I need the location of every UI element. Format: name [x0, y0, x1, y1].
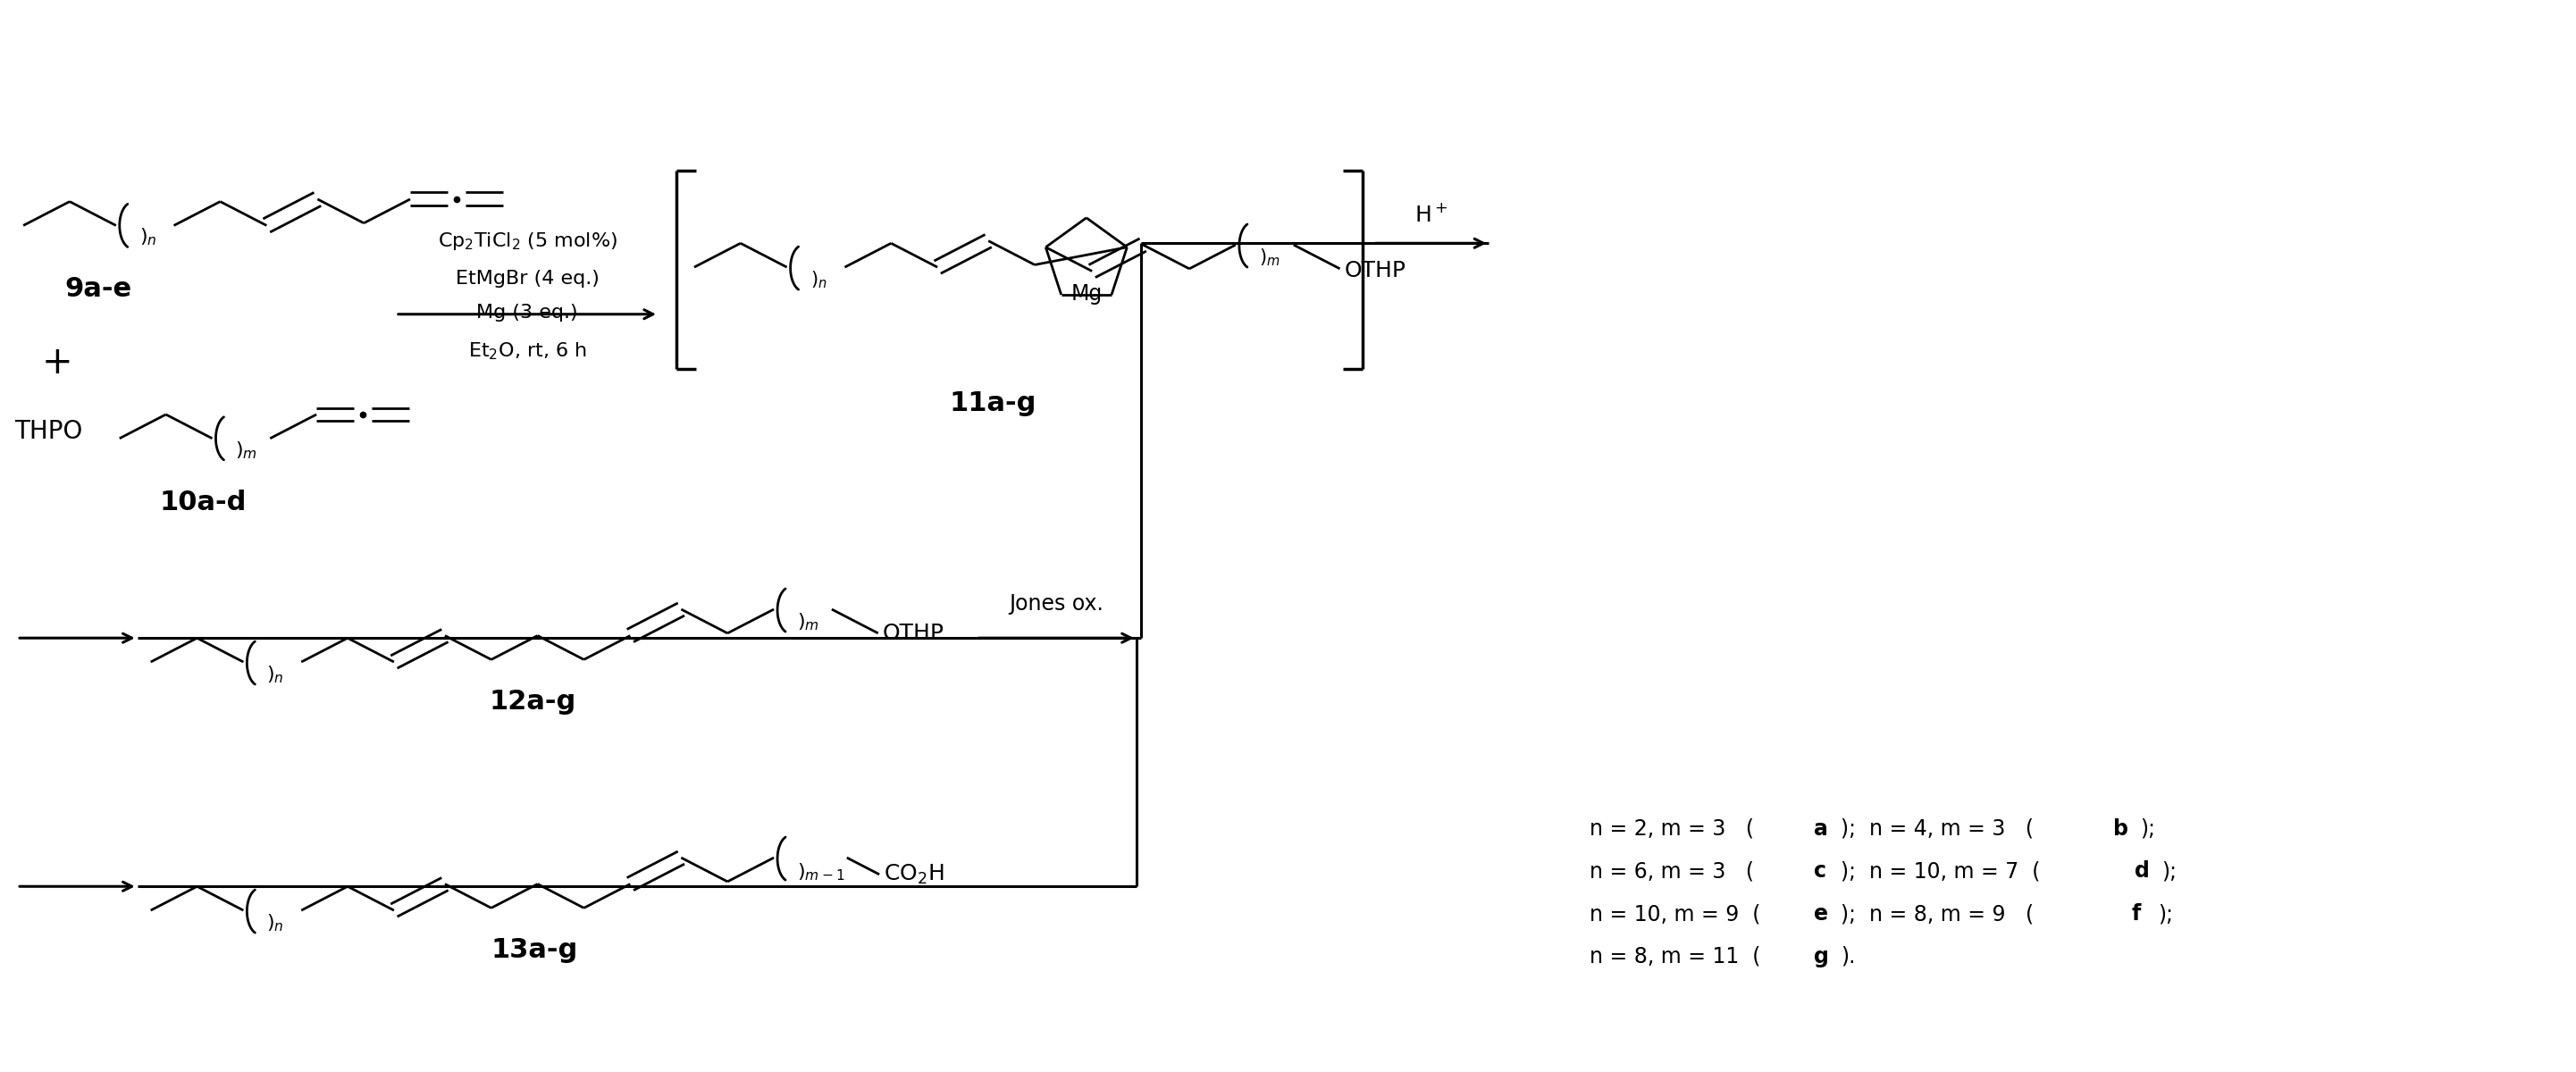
Text: );  n = 4, m = 3   (: ); n = 4, m = 3 ( — [1842, 818, 2035, 839]
Text: Mg: Mg — [1072, 283, 1103, 304]
Text: e: e — [1814, 904, 1829, 925]
Text: );: ); — [2159, 904, 2174, 925]
Text: d: d — [2136, 861, 2151, 882]
Text: $)_n$: $)_n$ — [139, 226, 157, 248]
Text: CO$_2$H: CO$_2$H — [884, 863, 945, 887]
Text: Cp$_2$TiCl$_2$ (5 mol%): Cp$_2$TiCl$_2$ (5 mol%) — [438, 230, 616, 252]
Text: OTHP: OTHP — [884, 623, 945, 644]
Text: 10a-d: 10a-d — [160, 489, 247, 516]
Text: n = 10, m = 9  (: n = 10, m = 9 ( — [1589, 904, 1759, 925]
Text: $)_{m-1}$: $)_{m-1}$ — [796, 861, 845, 882]
Text: );: ); — [2161, 861, 2177, 882]
Text: $)_m$: $)_m$ — [796, 611, 819, 632]
Text: 13a-g: 13a-g — [492, 937, 577, 964]
Text: a: a — [1814, 818, 1829, 839]
Text: $)_n$: $)_n$ — [265, 664, 283, 685]
Text: Jones ox.: Jones ox. — [1010, 594, 1103, 615]
Text: $)_m$: $)_m$ — [234, 441, 258, 461]
Text: b: b — [2112, 818, 2128, 839]
Text: ).: ). — [1842, 946, 1855, 967]
Text: 11a-g: 11a-g — [948, 390, 1036, 416]
Text: n = 8, m = 11  (: n = 8, m = 11 ( — [1589, 946, 1759, 967]
Text: );: ); — [2141, 818, 2156, 839]
Text: $)_n$: $)_n$ — [265, 912, 283, 934]
Text: $)_m$: $)_m$ — [1260, 247, 1280, 268]
Text: Mg (3 eq.): Mg (3 eq.) — [477, 303, 577, 322]
Text: Et$_2$O, rt, 6 h: Et$_2$O, rt, 6 h — [469, 341, 587, 362]
Text: n = 6, m = 3   (: n = 6, m = 3 ( — [1589, 861, 1754, 882]
Text: );  n = 8, m = 9   (: ); n = 8, m = 9 ( — [1842, 904, 2035, 925]
Text: +: + — [41, 344, 72, 382]
Text: OTHP: OTHP — [1345, 259, 1406, 281]
Text: H$^+$: H$^+$ — [1414, 204, 1448, 226]
Text: 9a-e: 9a-e — [64, 277, 131, 302]
Text: g: g — [1814, 946, 1829, 967]
Text: $)_n$: $)_n$ — [809, 269, 827, 291]
Text: );  n = 10, m = 7  (: ); n = 10, m = 7 ( — [1842, 861, 2040, 882]
Text: 12a-g: 12a-g — [489, 689, 574, 715]
Text: THPO: THPO — [15, 419, 82, 444]
Text: c: c — [1814, 861, 1826, 882]
Text: n = 2, m = 3   (: n = 2, m = 3 ( — [1589, 818, 1754, 839]
Text: EtMgBr (4 eq.): EtMgBr (4 eq.) — [456, 270, 600, 287]
Text: f: f — [2130, 904, 2141, 925]
